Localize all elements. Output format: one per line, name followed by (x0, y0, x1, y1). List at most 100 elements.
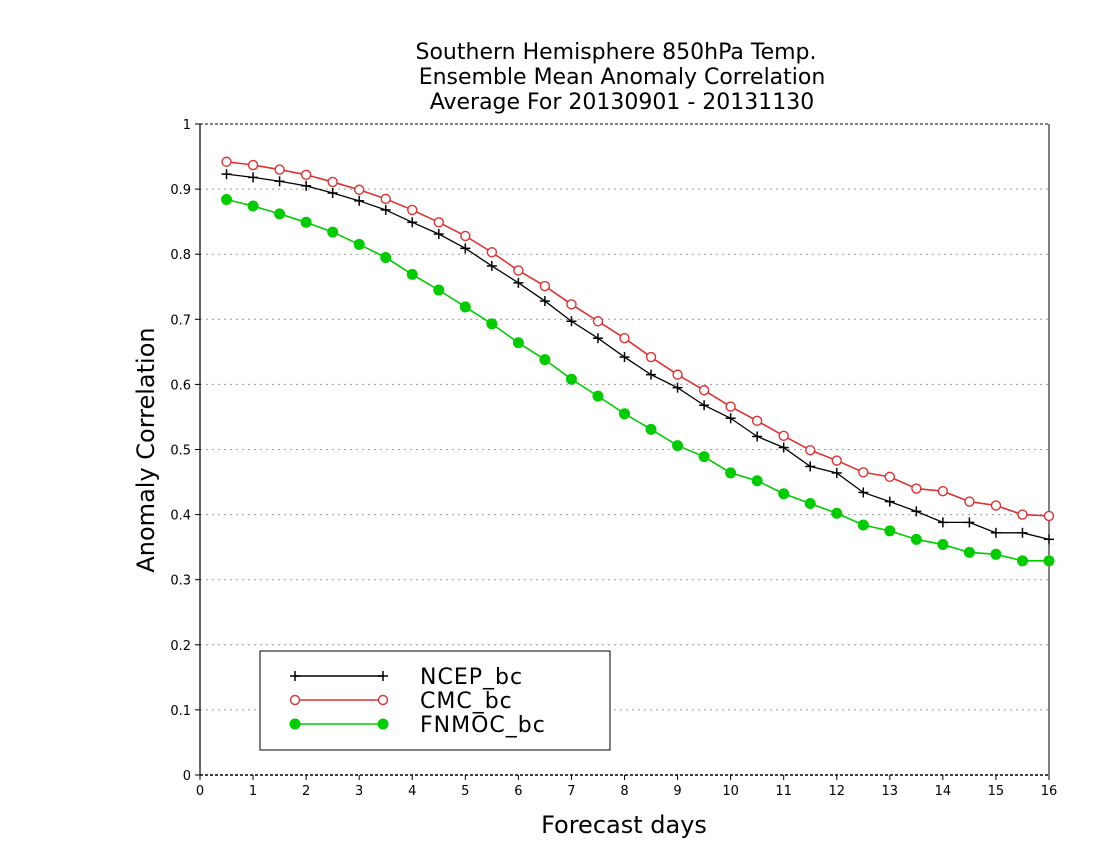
data-point-cmc-bc (300, 169, 312, 180)
legend-marker-cmc-bc (377, 694, 389, 706)
data-point-fnmoc-bc (512, 337, 524, 349)
data-point-ncep-bc (805, 461, 816, 472)
data-point-ncep-bc (539, 296, 550, 307)
data-point-ncep-bc (274, 176, 285, 187)
y-tick-label: 0.2 (170, 639, 191, 654)
data-point-ncep-bc (407, 217, 418, 228)
data-point-fnmoc-bc (937, 539, 949, 551)
x-tick-label: 2 (302, 784, 310, 799)
legend-label-cmc-bc: CMC_bc (420, 689, 513, 714)
legend-entry-ncep-bc: NCEP_bc (290, 665, 523, 690)
x-tick-label: 15 (988, 784, 1005, 799)
data-point-fnmoc-bc (300, 216, 312, 228)
x-tick-label: 1 (249, 784, 257, 799)
y-tick-label: 0.9 (170, 183, 191, 198)
x-tick-label: 10 (722, 784, 739, 799)
data-point-ncep-bc (354, 195, 365, 206)
y-axis-label: Anomaly Correlation (132, 327, 160, 572)
legend-entry-fnmoc-bc: FNMOC_bc (289, 713, 545, 738)
series-line-cmc-bc (226, 160, 1050, 517)
data-point-fnmoc-bc (619, 408, 630, 420)
data-point-ncep-bc (725, 413, 736, 424)
legend-marker-fnmoc-bc (289, 718, 301, 730)
data-point-cmc-bc (539, 280, 551, 292)
data-point-fnmoc-bc (433, 284, 445, 296)
data-point-fnmoc-bc (539, 354, 551, 366)
data-point-ncep-bc (858, 487, 869, 498)
data-point-cmc-bc (1017, 509, 1028, 520)
data-point-fnmoc-bc (831, 507, 843, 519)
legend-marker-ncep-bc (378, 671, 388, 681)
series-line-fnmoc-bc (226, 198, 1049, 562)
y-tick-label: 0.5 (170, 444, 191, 459)
y-tick-label: 0.6 (170, 378, 191, 393)
data-point-fnmoc-bc (380, 251, 392, 263)
data-point-ncep-bc (460, 243, 471, 254)
data-point-cmc-bc (221, 156, 232, 167)
data-point-ncep-bc (778, 442, 789, 453)
series-line-ncep-bc (226, 173, 1050, 540)
data-point-cmc-bc (884, 471, 896, 483)
data-point-cmc-bc (433, 217, 444, 228)
data-point-cmc-bc (513, 265, 524, 276)
x-axis-label: Forecast days (541, 811, 707, 839)
data-point-cmc-bc (1043, 510, 1055, 522)
legend-label-ncep-bc: NCEP_bc (420, 665, 523, 690)
data-point-ncep-bc (433, 229, 444, 240)
data-point-cmc-bc (592, 316, 604, 327)
data-point-cmc-bc (645, 351, 657, 363)
data-point-ncep-bc (619, 352, 630, 363)
data-point-fnmoc-bc (247, 200, 259, 212)
data-point-cmc-bc (698, 385, 710, 396)
chart-title-line-2: Ensemble Mean Anomaly Correlation (419, 65, 826, 90)
data-point-fnmoc-bc (221, 194, 233, 206)
data-point-cmc-bc (380, 193, 391, 205)
data-point-fnmoc-bc (459, 301, 471, 313)
data-point-fnmoc-bc (672, 440, 684, 452)
data-point-cmc-bc (619, 332, 630, 344)
x-tick-label: 8 (620, 784, 628, 799)
data-point-cmc-bc (327, 176, 338, 188)
chart-title-line-3: Average For 20130901 - 20131130 (430, 90, 815, 115)
data-point-ncep-bc (699, 400, 710, 411)
legend-marker-ncep-bc (290, 671, 300, 681)
data-point-fnmoc-bc (725, 467, 737, 479)
y-tick-label: 0.4 (170, 509, 191, 524)
data-point-cmc-bc (672, 369, 683, 380)
data-point-ncep-bc (566, 316, 577, 327)
x-tick-label: 13 (882, 784, 899, 799)
data-point-fnmoc-bc (327, 226, 339, 238)
chart-title-line-1: Southern Hemisphere 850hPa Temp. (416, 40, 817, 65)
data-point-ncep-bc (486, 260, 497, 271)
y-tick-label: 1 (183, 118, 191, 133)
data-point-cmc-bc (460, 230, 471, 242)
data-point-fnmoc-bc (857, 519, 869, 531)
data-point-fnmoc-bc (274, 208, 286, 220)
x-tick-label: 6 (514, 784, 522, 799)
data-point-fnmoc-bc (565, 373, 577, 385)
x-tick-label: 12 (828, 784, 845, 799)
data-point-fnmoc-bc (1043, 555, 1055, 567)
data-point-fnmoc-bc (884, 525, 896, 537)
data-point-fnmoc-bc (751, 475, 763, 487)
legend-marker-cmc-bc (289, 694, 301, 706)
data-point-fnmoc-bc (406, 268, 418, 280)
legend-marker-fnmoc-bc (377, 718, 389, 730)
data-point-ncep-bc (937, 517, 948, 528)
y-tick-label: 0.1 (170, 704, 191, 719)
data-point-cmc-bc (911, 483, 922, 494)
data-point-cmc-bc (274, 164, 285, 175)
data-point-fnmoc-bc (592, 390, 604, 402)
data-point-cmc-bc (858, 467, 869, 478)
data-point-fnmoc-bc (353, 238, 365, 250)
data-point-ncep-bc (301, 180, 312, 191)
y-tick-label: 0.3 (170, 574, 191, 589)
data-point-cmc-bc (486, 247, 498, 258)
data-point-cmc-bc (751, 415, 763, 427)
data-point-cmc-bc (831, 455, 842, 466)
data-point-ncep-bc (964, 517, 975, 528)
axes (195, 123, 1050, 780)
x-tick-label: 4 (408, 784, 416, 799)
